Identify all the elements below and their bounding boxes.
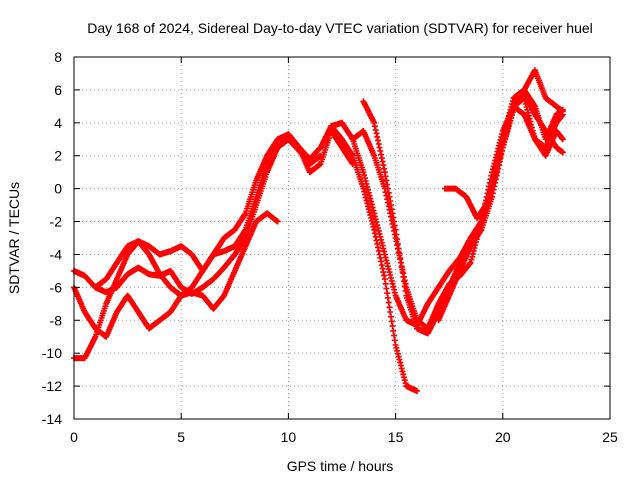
series-markers: [441, 67, 566, 222]
x-tick-labels: 0 5 10 15 20 25: [70, 429, 618, 445]
series-track-4: [92, 136, 324, 299]
series-track-9: [441, 67, 566, 222]
y-tick-label: -14: [42, 411, 62, 427]
y-tick-label: 0: [54, 181, 62, 197]
y-tick-label: -2: [50, 214, 63, 230]
x-tick-label: 25: [602, 429, 618, 445]
x-tick-label: 10: [281, 429, 297, 445]
y-tick-label: -8: [50, 312, 63, 328]
y-tick-label: 4: [54, 115, 62, 131]
x-tick-label: 5: [177, 429, 185, 445]
axis-ticks: [73, 56, 611, 420]
y-tick-labels: -14 -12 -10 -8 -6 -4 -2 0 2 4 6 8: [42, 49, 62, 427]
chart-title: Day 168 of 2024, Sidereal Day-to-day VTE…: [87, 20, 593, 36]
y-tick-label: -10: [42, 345, 62, 361]
y-axis-label: SDTVAR / TECUs: [6, 182, 22, 294]
y-tick-label: 8: [54, 49, 62, 65]
x-axis-label: GPS time / hours: [287, 458, 394, 474]
series-markers: [92, 136, 324, 299]
data-markers: [71, 67, 566, 394]
plot-frame: [73, 56, 611, 420]
y-tick-label: -12: [42, 378, 62, 394]
y-tick-label: 2: [54, 148, 62, 164]
y-tick-label: -4: [50, 246, 63, 262]
y-tick-label: 6: [54, 82, 62, 98]
x-tick-label: 15: [388, 429, 404, 445]
y-tick-label: -6: [50, 279, 63, 295]
x-tick-label: 20: [495, 429, 511, 445]
x-tick-label: 0: [70, 429, 78, 445]
